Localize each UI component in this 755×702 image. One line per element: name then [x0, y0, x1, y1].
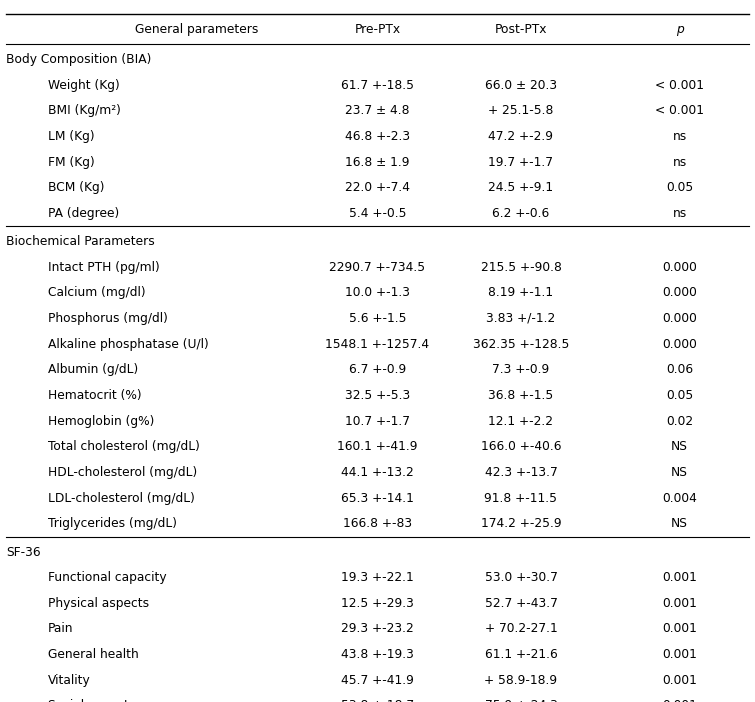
Text: 66.0 ± 20.3: 66.0 ± 20.3	[485, 79, 557, 91]
Text: Social aspects: Social aspects	[48, 699, 135, 702]
Text: Hematocrit (%): Hematocrit (%)	[48, 389, 141, 402]
Text: 0.001: 0.001	[662, 597, 697, 609]
Text: SF-36: SF-36	[6, 545, 41, 559]
Text: 29.3 +-23.2: 29.3 +-23.2	[341, 622, 414, 635]
Text: 5.4 +-0.5: 5.4 +-0.5	[349, 207, 406, 220]
Text: LDL-cholesterol (mg/dL): LDL-cholesterol (mg/dL)	[48, 492, 195, 505]
Text: + 58.9-18.9: + 58.9-18.9	[485, 674, 557, 687]
Text: 91.8 +-11.5: 91.8 +-11.5	[485, 492, 557, 505]
Text: NS: NS	[671, 440, 688, 453]
Text: p: p	[676, 22, 683, 36]
Text: 19.3 +-22.1: 19.3 +-22.1	[341, 571, 414, 584]
Text: 215.5 +-90.8: 215.5 +-90.8	[480, 260, 562, 274]
Text: Pain: Pain	[48, 622, 73, 635]
Text: 45.7 +-41.9: 45.7 +-41.9	[341, 674, 414, 687]
Text: 0.001: 0.001	[662, 699, 697, 702]
Text: 10.0 +-1.3: 10.0 +-1.3	[345, 286, 410, 299]
Text: Triglycerides (mg/dL): Triglycerides (mg/dL)	[48, 517, 177, 531]
Text: 160.1 +-41.9: 160.1 +-41.9	[337, 440, 418, 453]
Text: 166.0 +-40.6: 166.0 +-40.6	[481, 440, 561, 453]
Text: 44.1 +-13.2: 44.1 +-13.2	[341, 466, 414, 479]
Text: 61.7 +-18.5: 61.7 +-18.5	[341, 79, 414, 91]
Text: 22.0 +-7.4: 22.0 +-7.4	[345, 181, 410, 194]
Text: 0.000: 0.000	[662, 286, 697, 299]
Text: 65.3 +-14.1: 65.3 +-14.1	[341, 492, 414, 505]
Text: Vitality: Vitality	[48, 674, 91, 687]
Text: Body Composition (BIA): Body Composition (BIA)	[6, 53, 152, 66]
Text: 61.1 +-21.6: 61.1 +-21.6	[485, 648, 557, 661]
Text: ns: ns	[673, 207, 686, 220]
Text: Hemoglobin (g%): Hemoglobin (g%)	[48, 415, 154, 428]
Text: 53.8 +-18.7: 53.8 +-18.7	[341, 699, 414, 702]
Text: ns: ns	[673, 156, 686, 168]
Text: 6.7 +-0.9: 6.7 +-0.9	[349, 364, 406, 376]
Text: 0.001: 0.001	[662, 674, 697, 687]
Text: BCM (Kg): BCM (Kg)	[48, 181, 104, 194]
Text: 5.6 +-1.5: 5.6 +-1.5	[349, 312, 406, 325]
Text: 52.7 +-43.7: 52.7 +-43.7	[485, 597, 557, 609]
Text: 0.000: 0.000	[662, 260, 697, 274]
Text: 12.1 +-2.2: 12.1 +-2.2	[488, 415, 553, 428]
Text: Alkaline phosphatase (U/l): Alkaline phosphatase (U/l)	[48, 338, 208, 350]
Text: PA (degree): PA (degree)	[48, 207, 119, 220]
Text: Biochemical Parameters: Biochemical Parameters	[6, 235, 155, 249]
Text: NS: NS	[671, 466, 688, 479]
Text: 43.8 +-19.3: 43.8 +-19.3	[341, 648, 414, 661]
Text: 0.05: 0.05	[666, 181, 693, 194]
Text: 3.83 +/-1.2: 3.83 +/-1.2	[486, 312, 556, 325]
Text: 12.5 +-29.3: 12.5 +-29.3	[341, 597, 414, 609]
Text: ns: ns	[673, 130, 686, 143]
Text: Intact PTH (pg/ml): Intact PTH (pg/ml)	[48, 260, 159, 274]
Text: + 25.1-5.8: + 25.1-5.8	[488, 105, 553, 117]
Text: HDL-cholesterol (mg/dL): HDL-cholesterol (mg/dL)	[48, 466, 197, 479]
Text: BMI (Kg/m²): BMI (Kg/m²)	[48, 105, 121, 117]
Text: 32.5 +-5.3: 32.5 +-5.3	[345, 389, 410, 402]
Text: NS: NS	[671, 517, 688, 531]
Text: 75.9 +-24.3: 75.9 +-24.3	[485, 699, 557, 702]
Text: Physical aspects: Physical aspects	[48, 597, 149, 609]
Text: < 0.001: < 0.001	[655, 79, 704, 91]
Text: 16.8 ± 1.9: 16.8 ± 1.9	[345, 156, 410, 168]
Text: 7.3 +-0.9: 7.3 +-0.9	[492, 364, 550, 376]
Text: Pre-PTx: Pre-PTx	[354, 22, 401, 36]
Text: 0.000: 0.000	[662, 312, 697, 325]
Text: Post-PTx: Post-PTx	[495, 22, 547, 36]
Text: 24.5 +-9.1: 24.5 +-9.1	[488, 181, 553, 194]
Text: 46.8 +-2.3: 46.8 +-2.3	[345, 130, 410, 143]
Text: 0.001: 0.001	[662, 571, 697, 584]
Text: < 0.001: < 0.001	[655, 105, 704, 117]
Text: 174.2 +-25.9: 174.2 +-25.9	[481, 517, 561, 531]
Text: 0.05: 0.05	[666, 389, 693, 402]
Text: 1548.1 +-1257.4: 1548.1 +-1257.4	[325, 338, 430, 350]
Text: 53.0 +-30.7: 53.0 +-30.7	[485, 571, 557, 584]
Text: Phosphorus (mg/dl): Phosphorus (mg/dl)	[48, 312, 168, 325]
Text: 166.8 +-83: 166.8 +-83	[343, 517, 412, 531]
Text: Albumin (g/dL): Albumin (g/dL)	[48, 364, 138, 376]
Text: 0.001: 0.001	[662, 648, 697, 661]
Text: 0.000: 0.000	[662, 338, 697, 350]
Text: FM (Kg): FM (Kg)	[48, 156, 94, 168]
Text: Calcium (mg/dl): Calcium (mg/dl)	[48, 286, 145, 299]
Text: 23.7 ± 4.8: 23.7 ± 4.8	[345, 105, 410, 117]
Text: 6.2 +-0.6: 6.2 +-0.6	[492, 207, 550, 220]
Text: 8.19 +-1.1: 8.19 +-1.1	[488, 286, 553, 299]
Text: + 70.2-27.1: + 70.2-27.1	[485, 622, 557, 635]
Text: 42.3 +-13.7: 42.3 +-13.7	[485, 466, 557, 479]
Text: General health: General health	[48, 648, 138, 661]
Text: General parameters: General parameters	[134, 22, 258, 36]
Text: 47.2 +-2.9: 47.2 +-2.9	[488, 130, 553, 143]
Text: 2290.7 +-734.5: 2290.7 +-734.5	[329, 260, 426, 274]
Text: 0.02: 0.02	[666, 415, 693, 428]
Text: 10.7 +-1.7: 10.7 +-1.7	[345, 415, 410, 428]
Text: 19.7 +-1.7: 19.7 +-1.7	[488, 156, 553, 168]
Text: Weight (Kg): Weight (Kg)	[48, 79, 119, 91]
Text: Total cholesterol (mg/dL): Total cholesterol (mg/dL)	[48, 440, 199, 453]
Text: LM (Kg): LM (Kg)	[48, 130, 94, 143]
Text: 362.35 +-128.5: 362.35 +-128.5	[473, 338, 569, 350]
Text: 0.001: 0.001	[662, 622, 697, 635]
Text: 0.06: 0.06	[666, 364, 693, 376]
Text: 36.8 +-1.5: 36.8 +-1.5	[488, 389, 553, 402]
Text: Functional capacity: Functional capacity	[48, 571, 166, 584]
Text: 0.004: 0.004	[662, 492, 697, 505]
